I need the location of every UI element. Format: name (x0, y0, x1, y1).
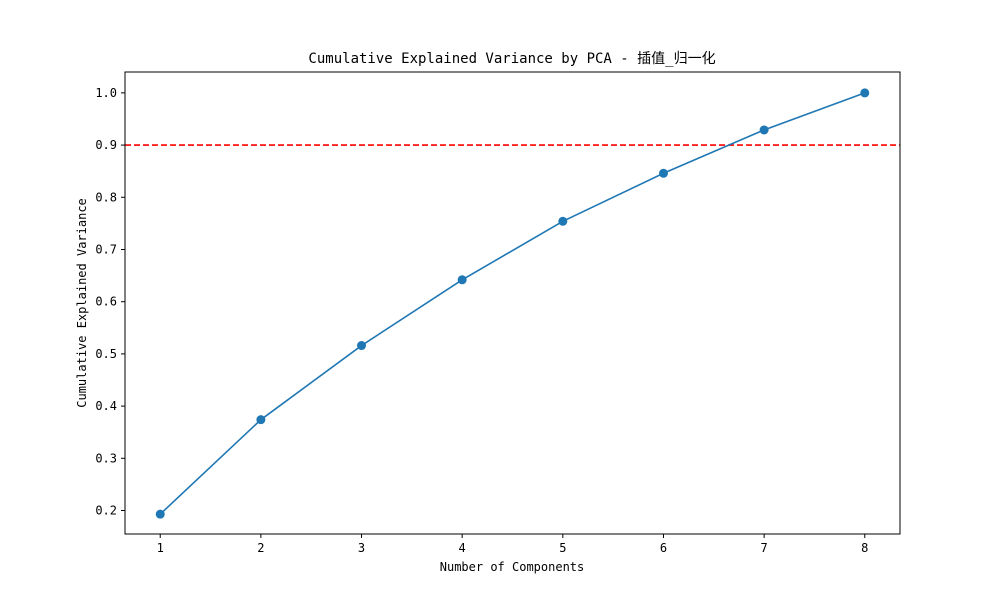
y-axis-label: Cumulative Explained Variance (75, 198, 89, 408)
x-axis-label: Number of Components (440, 560, 585, 574)
data-point-6 (658, 168, 668, 178)
data-point-8 (860, 88, 870, 98)
data-point-3 (357, 341, 367, 351)
y-tick-label-0.5: 0.5 (95, 347, 117, 361)
chart-title: Cumulative Explained Variance by PCA - 插… (308, 50, 715, 67)
data-point-7 (759, 125, 769, 135)
y-tick-label-0.6: 0.6 (95, 295, 117, 309)
y-tick-label-0.9: 0.9 (95, 138, 117, 152)
data-point-5 (558, 216, 568, 226)
data-point-2 (256, 415, 266, 425)
y-tick-label-1.0: 1.0 (95, 86, 117, 100)
y-tick-label-0.4: 0.4 (95, 399, 117, 413)
y-tick-label-0.7: 0.7 (95, 242, 117, 256)
x-tick-label-1: 1 (157, 541, 164, 555)
y-tick-label-0.3: 0.3 (95, 451, 117, 465)
axes-frame (124, 71, 901, 535)
x-tick-label-6: 6 (660, 541, 667, 555)
y-tick-label-0.2: 0.2 (95, 504, 117, 518)
data-point-4 (457, 275, 467, 285)
x-tick-label-7: 7 (761, 541, 768, 555)
x-tick-label-5: 5 (559, 541, 566, 555)
x-tick-label-8: 8 (861, 541, 868, 555)
series-line-0 (159, 92, 866, 515)
x-tick-label-3: 3 (358, 541, 365, 555)
y-tick-label-0.8: 0.8 (95, 190, 117, 204)
x-tick-label-2: 2 (257, 541, 264, 555)
plot-area: 1 2 3 4 5 6 7 8 0.2 0.3 0.4 0.5 0.6 0.7 0.8 0.9 1.0 (95, 71, 901, 555)
x-tick-label-4: 4 (459, 541, 466, 555)
data-point-1 (155, 509, 165, 519)
